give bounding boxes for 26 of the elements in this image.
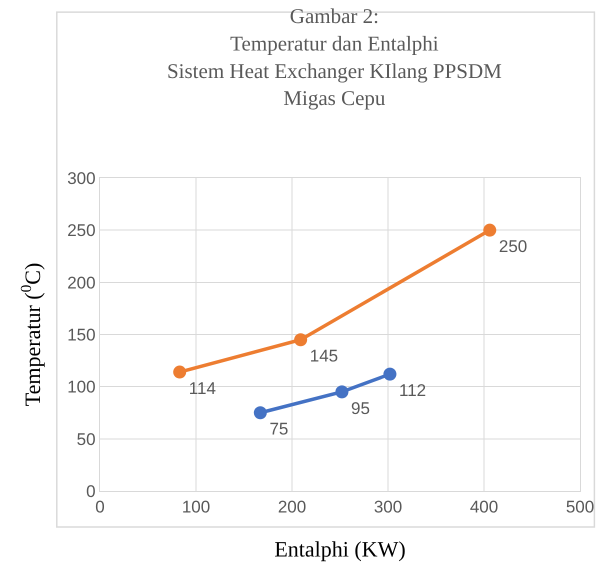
- x-tick-label: 300: [374, 497, 402, 516]
- x-tick-label: 100: [182, 497, 210, 516]
- y-tick-label: 250: [67, 221, 96, 240]
- y-tick-label: 50: [76, 430, 96, 449]
- y-tick-label: 150: [67, 325, 96, 344]
- x-axis-title: Entalphi (KW): [274, 536, 406, 562]
- chart-title: Gambar 2: Temperatur dan Entalphi Sistem Heat Exchanger KIlang PPSDM Migas Cepu: [167, 4, 502, 110]
- point: [294, 333, 308, 346]
- data-label: 75: [269, 420, 288, 439]
- data-label: 95: [351, 398, 370, 418]
- y-tick-label: 200: [67, 273, 96, 292]
- point: [383, 368, 396, 381]
- x-tick-label: 400: [470, 497, 498, 516]
- data-label: 112: [399, 381, 426, 400]
- y-tick-label: 0: [86, 482, 96, 501]
- data-label: 145: [310, 346, 338, 366]
- y-tick-label: 100: [67, 378, 96, 397]
- x-tick-label: 500: [566, 497, 594, 516]
- point: [483, 224, 496, 237]
- point: [254, 406, 267, 420]
- point: [173, 366, 186, 379]
- data-label: 250: [498, 237, 528, 256]
- x-tick-label: 200: [278, 497, 306, 516]
- y-tick-label: 300: [67, 168, 96, 188]
- point: [335, 385, 348, 398]
- data-label: 114: [188, 378, 216, 398]
